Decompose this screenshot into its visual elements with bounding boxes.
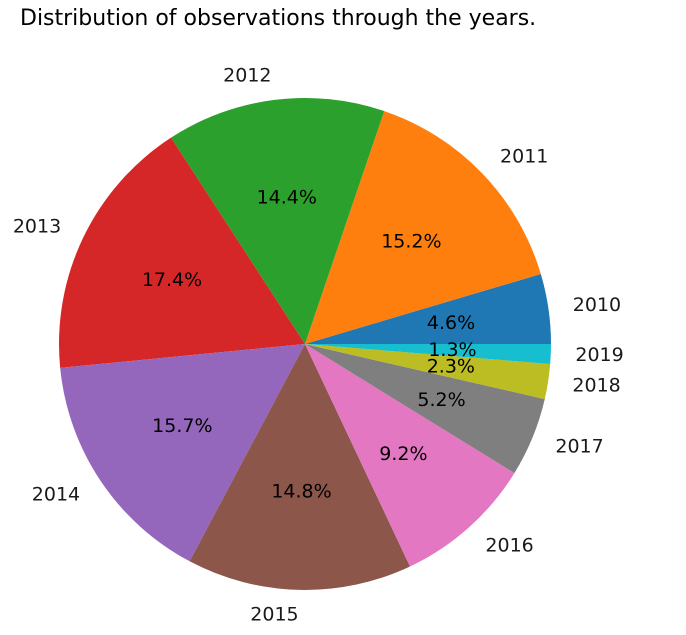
pie-percentage-labels: 4.6% 15.2% 14.4% 17.4% 15.7% 14.8% 9.2% 5.2% 2.3… xyxy=(142,187,477,503)
percentage-label-2014: 15.7% xyxy=(152,415,212,437)
percentage-label-2013: 17.4% xyxy=(142,269,202,291)
percentage-label-2018: 2.3% xyxy=(427,356,475,378)
pie-slice-2013 xyxy=(58,137,306,368)
percentage-label-2015: 14.8% xyxy=(271,481,331,503)
category-label-2015: 2015 xyxy=(250,604,298,626)
pie-slice-2015 xyxy=(189,344,410,590)
category-label-2011: 2011 xyxy=(500,145,548,167)
category-label-2012: 2012 xyxy=(223,64,271,86)
category-label-2017: 2017 xyxy=(555,436,603,458)
percentage-label-2011: 15.2% xyxy=(381,231,441,253)
percentage-label-2016: 9.2% xyxy=(379,443,427,465)
pie-slice-2016 xyxy=(305,344,515,567)
category-label-2014: 2014 xyxy=(32,484,80,506)
pie-slice-2012 xyxy=(171,98,385,344)
percentage-label-2019: 1.3% xyxy=(428,339,476,361)
pie-slice-2017 xyxy=(305,344,545,474)
pie-category-labels: 2010 2011 2012 2013 2014 2015 2016 2017 2018 2019 xyxy=(13,64,624,625)
percentage-label-2012: 14.4% xyxy=(257,187,317,209)
category-label-2010: 2010 xyxy=(573,294,621,316)
category-label-2018: 2018 xyxy=(572,374,620,396)
percentage-label-2017: 5.2% xyxy=(417,389,465,411)
pie-slice-2014 xyxy=(60,344,306,562)
pie-slice-2010 xyxy=(305,273,551,344)
pie-slices xyxy=(58,98,551,590)
category-label-2013: 2013 xyxy=(13,216,61,238)
category-label-2019: 2019 xyxy=(575,344,623,366)
pie-slice-2011 xyxy=(305,111,541,344)
pie-slice-2018 xyxy=(305,344,551,400)
chart-title: Distribution of observations through the… xyxy=(20,6,536,31)
percentage-label-2010: 4.6% xyxy=(427,312,475,334)
pie-slice-2019 xyxy=(305,344,551,365)
category-label-2016: 2016 xyxy=(485,535,533,557)
